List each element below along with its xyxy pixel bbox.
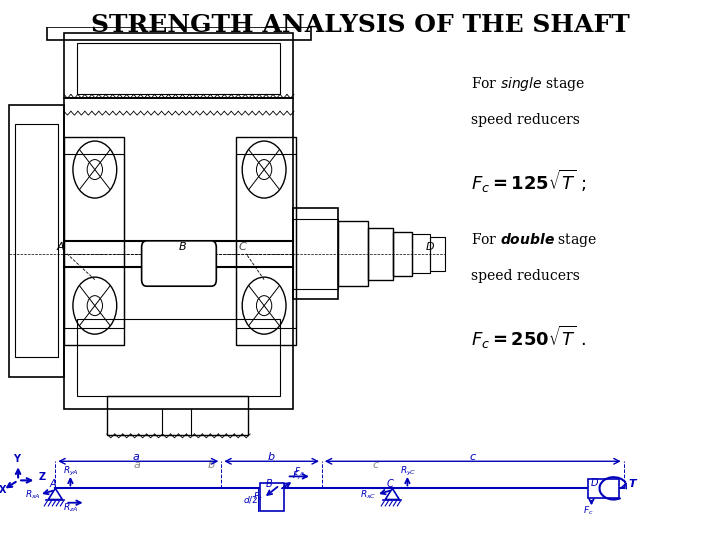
Text: C: C xyxy=(387,479,394,489)
Text: $F_t$: $F_t$ xyxy=(253,490,264,503)
Text: $R_{xC}$: $R_{xC}$ xyxy=(360,489,377,502)
Text: speed reducers: speed reducers xyxy=(471,269,580,283)
Bar xyxy=(236,137,296,345)
Bar xyxy=(64,137,124,345)
Text: STRENGTH ANALYSIS OF THE SHAFT: STRENGTH ANALYSIS OF THE SHAFT xyxy=(91,14,629,37)
Bar xyxy=(77,43,280,94)
Bar xyxy=(431,237,446,271)
Bar xyxy=(64,154,124,328)
Text: X: X xyxy=(0,485,6,495)
Text: a: a xyxy=(132,451,139,462)
Text: $F_c$: $F_c$ xyxy=(583,505,594,517)
Bar xyxy=(15,124,58,357)
Bar xyxy=(47,27,311,40)
Text: speed reducers: speed reducers xyxy=(471,113,580,127)
Bar xyxy=(413,234,431,273)
Text: c: c xyxy=(372,460,379,470)
Text: For $\boldsymbol{double}$ stage: For $\boldsymbol{double}$ stage xyxy=(471,231,598,249)
Bar xyxy=(293,219,338,289)
Bar xyxy=(293,208,338,299)
Text: A: A xyxy=(57,242,65,252)
Text: $d/2$: $d/2$ xyxy=(243,494,258,505)
Text: b: b xyxy=(268,451,275,462)
Text: $R_{xA}$: $R_{xA}$ xyxy=(25,489,41,502)
Text: $F_r$: $F_r$ xyxy=(292,470,302,482)
Text: c: c xyxy=(469,451,476,462)
Text: D: D xyxy=(426,242,434,252)
Bar xyxy=(107,396,248,435)
Text: $R_{yA}$: $R_{yA}$ xyxy=(63,464,79,478)
Text: B: B xyxy=(266,479,273,489)
Text: b: b xyxy=(208,460,215,470)
Text: For $\mathit{single}$ stage: For $\mathit{single}$ stage xyxy=(471,75,585,93)
Bar xyxy=(64,33,293,98)
Bar xyxy=(259,483,284,511)
FancyBboxPatch shape xyxy=(142,241,216,286)
Bar xyxy=(338,221,368,286)
Text: B: B xyxy=(179,242,186,252)
Text: D: D xyxy=(590,478,598,488)
Bar xyxy=(588,479,618,498)
Text: $R_{zA}$: $R_{zA}$ xyxy=(63,502,79,514)
Text: $\boldsymbol{F_c = 125\sqrt{T}\ ;}$: $\boldsymbol{F_c = 125\sqrt{T}\ ;}$ xyxy=(471,168,586,195)
Text: T: T xyxy=(629,479,636,489)
Text: $F_a$: $F_a$ xyxy=(294,465,305,477)
Text: Z: Z xyxy=(38,471,45,482)
Text: a: a xyxy=(133,460,140,470)
Bar xyxy=(392,232,413,276)
Text: Y: Y xyxy=(12,454,19,464)
Bar xyxy=(9,105,64,377)
Bar xyxy=(236,154,296,328)
Text: A: A xyxy=(50,479,57,489)
Bar xyxy=(77,319,280,396)
Bar xyxy=(64,98,293,409)
Text: C: C xyxy=(238,242,246,252)
Text: $\boldsymbol{F_c = 250\sqrt{T}\ .}$: $\boldsymbol{F_c = 250\sqrt{T}\ .}$ xyxy=(471,323,586,350)
Bar xyxy=(368,228,392,280)
Text: $R_{yC}$: $R_{yC}$ xyxy=(400,464,417,478)
